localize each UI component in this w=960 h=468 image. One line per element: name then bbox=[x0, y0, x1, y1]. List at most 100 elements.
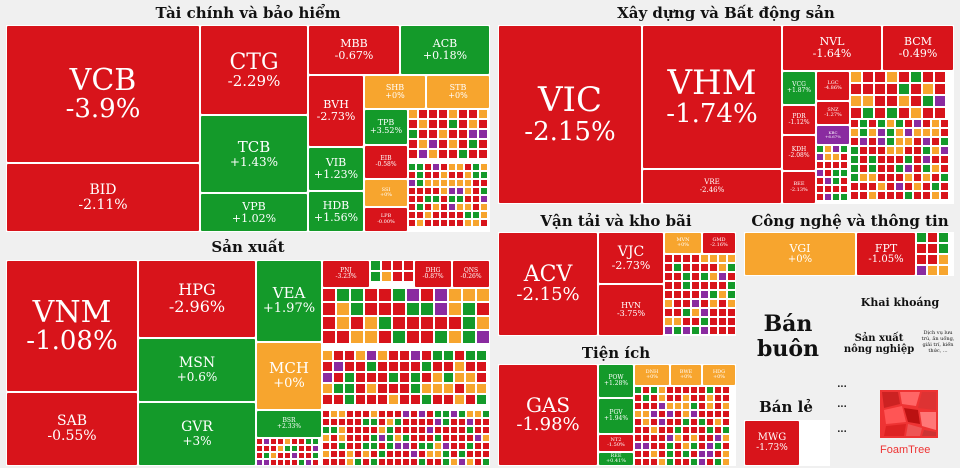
mini-tile[interactable] bbox=[440, 179, 448, 187]
mini-tile[interactable] bbox=[344, 350, 355, 361]
mini-tile[interactable] bbox=[456, 179, 464, 187]
mini-tile[interactable] bbox=[691, 272, 700, 281]
mini-tile[interactable] bbox=[277, 452, 284, 459]
mini-tile[interactable] bbox=[418, 450, 426, 458]
mini-tile[interactable] bbox=[910, 71, 922, 83]
mini-tile[interactable] bbox=[832, 169, 840, 177]
mini-tile[interactable] bbox=[454, 394, 465, 405]
mini-tile[interactable] bbox=[682, 254, 691, 263]
mini-tile[interactable] bbox=[642, 450, 650, 458]
stock-tile-bwe[interactable]: BWE +0% bbox=[670, 364, 702, 386]
mini-tile[interactable] bbox=[305, 445, 312, 452]
mini-tile[interactable] bbox=[934, 95, 946, 107]
mini-tile[interactable] bbox=[456, 171, 464, 179]
mini-tile[interactable] bbox=[305, 452, 312, 459]
mini-tile[interactable] bbox=[408, 187, 416, 195]
mini-tile[interactable] bbox=[284, 452, 291, 459]
mini-tile[interactable] bbox=[354, 442, 362, 450]
mini-tile[interactable] bbox=[442, 450, 450, 458]
mini-tile[interactable] bbox=[650, 426, 658, 434]
mini-tile[interactable] bbox=[727, 308, 736, 317]
mini-tile[interactable] bbox=[634, 394, 642, 402]
mini-tile[interactable] bbox=[634, 386, 642, 394]
mini-tile[interactable] bbox=[714, 442, 722, 450]
mini-tile[interactable] bbox=[410, 426, 418, 434]
mini-tile[interactable] bbox=[840, 185, 848, 193]
mini-tile[interactable] bbox=[850, 173, 859, 182]
stock-tile-hdg[interactable]: HDG +0% bbox=[702, 364, 736, 386]
mini-tile[interactable] bbox=[706, 386, 714, 394]
mini-tile[interactable] bbox=[862, 107, 874, 119]
mini-tile[interactable] bbox=[674, 458, 682, 466]
mini-tile[interactable] bbox=[378, 434, 386, 442]
mini-tile[interactable] bbox=[354, 418, 362, 426]
mini-tile[interactable] bbox=[399, 361, 410, 372]
mini-tile[interactable] bbox=[922, 128, 931, 137]
mini-tile[interactable] bbox=[682, 272, 691, 281]
stock-tile-pow[interactable]: POW +1.28% bbox=[598, 364, 634, 398]
mini-tile[interactable] bbox=[394, 418, 402, 426]
mini-tile[interactable] bbox=[927, 232, 938, 243]
mini-tile[interactable] bbox=[410, 394, 421, 405]
mini-tile[interactable] bbox=[658, 402, 666, 410]
mini-tile[interactable] bbox=[458, 410, 466, 418]
mini-tile[interactable] bbox=[377, 383, 388, 394]
mini-tile[interactable] bbox=[354, 410, 362, 418]
mini-tile[interactable] bbox=[922, 155, 931, 164]
mini-tile[interactable] bbox=[410, 410, 418, 418]
mini-tile[interactable] bbox=[355, 350, 366, 361]
mini-tile[interactable] bbox=[816, 185, 824, 193]
mini-tile[interactable] bbox=[673, 281, 682, 290]
mini-tile[interactable] bbox=[718, 281, 727, 290]
mini-tile[interactable] bbox=[465, 361, 476, 372]
mini-tile[interactable] bbox=[824, 185, 832, 193]
mini-tile[interactable] bbox=[718, 290, 727, 299]
mini-tile[interactable] bbox=[642, 386, 650, 394]
mini-tile[interactable] bbox=[666, 394, 674, 402]
mini-tile[interactable] bbox=[394, 410, 402, 418]
mini-tile[interactable] bbox=[938, 254, 949, 265]
mini-tile[interactable] bbox=[448, 316, 462, 330]
mini-tile[interactable] bbox=[722, 418, 730, 426]
mini-tile[interactable] bbox=[362, 410, 370, 418]
mini-tile[interactable] bbox=[458, 109, 468, 119]
mini-tile[interactable] bbox=[448, 211, 456, 219]
stock-tile-dhg[interactable]: DHG -0.87% bbox=[414, 260, 452, 288]
mini-tile[interactable] bbox=[722, 386, 730, 394]
mini-tile[interactable] bbox=[322, 350, 333, 361]
mini-tile[interactable] bbox=[673, 272, 682, 281]
mini-tile[interactable] bbox=[922, 137, 931, 146]
mini-tile[interactable] bbox=[913, 173, 922, 182]
mini-tile[interactable] bbox=[700, 263, 709, 272]
mini-tile[interactable] bbox=[366, 361, 377, 372]
mini-tile[interactable] bbox=[690, 410, 698, 418]
mini-tile[interactable] bbox=[378, 330, 392, 344]
mini-tile[interactable] bbox=[291, 459, 298, 466]
mini-tile[interactable] bbox=[666, 402, 674, 410]
mini-tile[interactable] bbox=[840, 177, 848, 185]
mini-tile[interactable] bbox=[408, 139, 418, 149]
mini-tile[interactable] bbox=[904, 146, 913, 155]
mini-tile[interactable] bbox=[378, 442, 386, 450]
mini-tile[interactable] bbox=[927, 265, 938, 276]
mini-tile[interactable] bbox=[434, 426, 442, 434]
mini-tile[interactable] bbox=[642, 402, 650, 410]
mini-tile[interactable] bbox=[438, 119, 448, 129]
mini-tile[interactable] bbox=[370, 434, 378, 442]
mini-tile[interactable] bbox=[934, 83, 946, 95]
mini-tile[interactable] bbox=[859, 137, 868, 146]
mini-tile[interactable] bbox=[350, 330, 364, 344]
mini-tile[interactable] bbox=[438, 129, 448, 139]
mini-tile[interactable] bbox=[938, 232, 949, 243]
mini-tile[interactable] bbox=[832, 153, 840, 161]
mini-tile[interactable] bbox=[434, 458, 442, 466]
mini-tile[interactable] bbox=[392, 260, 403, 271]
mini-tile[interactable] bbox=[458, 119, 468, 129]
mini-tile[interactable] bbox=[354, 434, 362, 442]
mini-tile[interactable] bbox=[877, 146, 886, 155]
mini-tile[interactable] bbox=[886, 107, 898, 119]
mini-tile[interactable] bbox=[691, 263, 700, 272]
mini-tile[interactable] bbox=[448, 171, 456, 179]
mini-tile[interactable] bbox=[466, 458, 474, 466]
mini-tile[interactable] bbox=[416, 187, 424, 195]
